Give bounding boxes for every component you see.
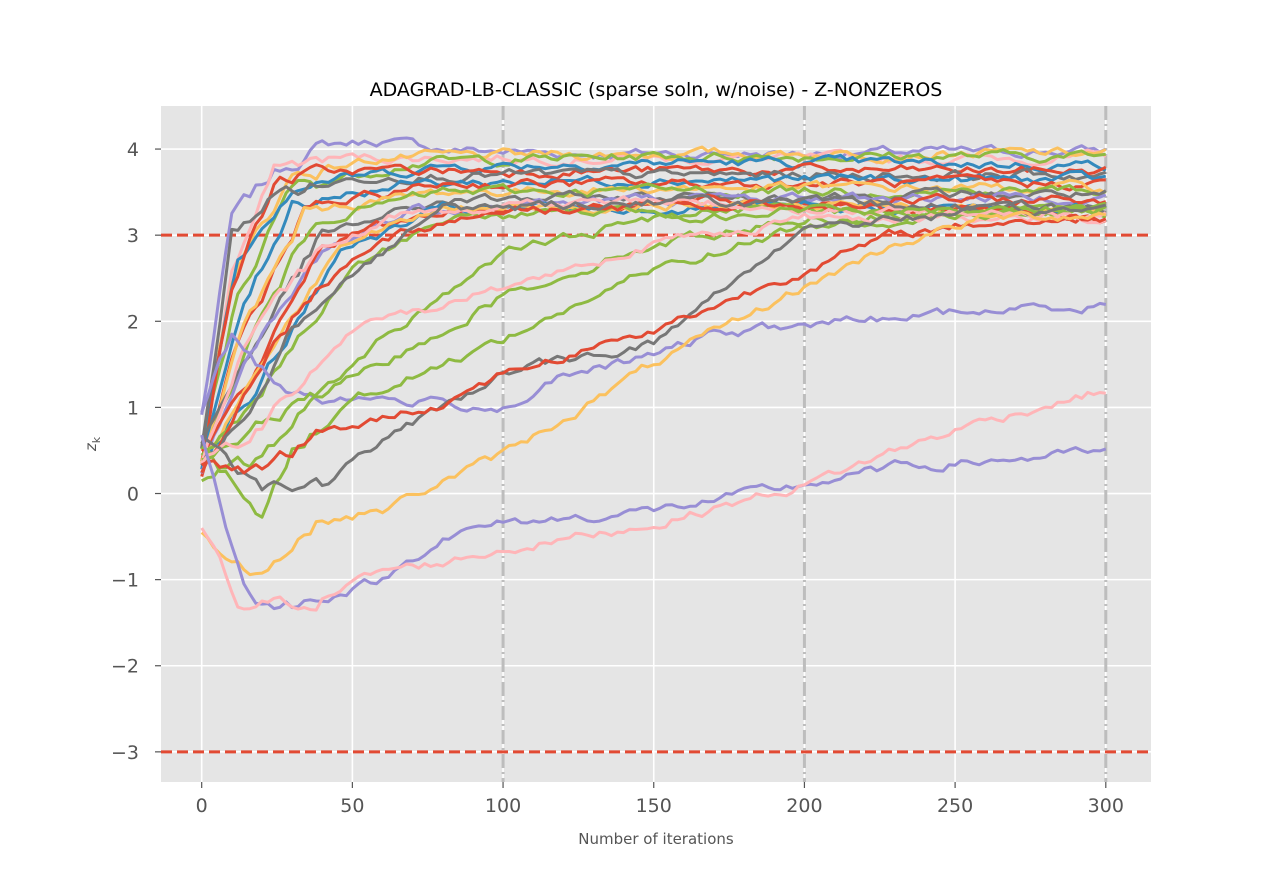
y-tick-label: −3 [111,742,139,764]
series-line [200,166,1107,449]
series-line [200,153,1107,449]
x-tick-label: 150 [636,795,672,817]
x-tick-label: 200 [786,795,822,817]
x-axis-label: Number of iterations [578,830,734,848]
y-axis-ticks: −3 −2 −1 0 1 2 3 4 [111,139,161,764]
x-tick-label: 50 [340,795,364,817]
x-tick-label: 250 [937,795,973,817]
series-line [200,213,1107,475]
x-tick-label: 0 [196,795,208,817]
y-tick-label: 1 [127,397,139,419]
y-tick-label: 0 [127,484,139,506]
x-tick-label: 100 [485,795,521,817]
series-line [200,210,1107,577]
series-line [201,201,1107,519]
y-tick-label: −1 [111,570,139,592]
vertical-markers [501,106,1108,782]
threshold-lines [161,233,1151,754]
series-line [200,200,1107,493]
chart-title: ADAGRAD-LB-CLASSIC (sparse soln, w/noise… [370,79,943,101]
series-line [200,434,1107,611]
series-line [201,204,1107,462]
y-tick-label: 2 [127,311,139,333]
series-lines [200,136,1107,612]
x-axis-ticks: 0 50 100 150 200 250 300 [196,782,1124,817]
series-line [200,193,1107,467]
series-line [200,178,1107,462]
y-tick-label: 3 [127,225,139,247]
y-tick-label: 4 [127,139,139,161]
series-line [200,182,1107,465]
y-axis-label: zk [82,436,103,452]
x-tick-label: 300 [1088,795,1124,817]
series-line [200,390,1106,612]
y-tick-label: −2 [111,656,139,678]
